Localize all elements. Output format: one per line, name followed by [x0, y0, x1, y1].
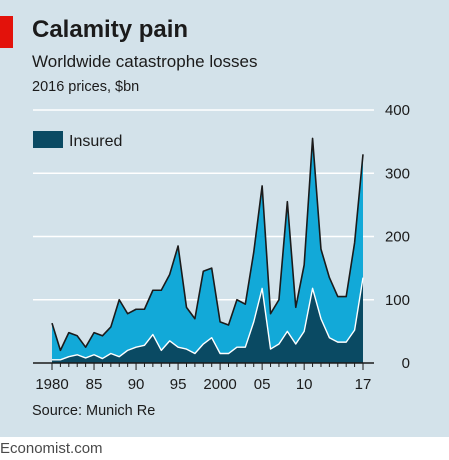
legend-swatch-insured [33, 131, 63, 148]
red-accent-tag [0, 16, 13, 48]
area-overall-line [51, 137, 364, 352]
data-areas [51, 137, 364, 363]
area-chart: Insured 0 100 200 300 400 1980 85 90 95 2000 05 10 1… [33, 102, 410, 393]
y-tick-label-400: 400 [385, 102, 410, 119]
y-tick-label-200: 200 [385, 229, 410, 246]
x-tick-label-2010: 10 [296, 376, 313, 393]
y-tick-label-300: 300 [385, 165, 410, 182]
units-label: 2016 prices, $bn [32, 79, 140, 95]
legend-label-insured: Insured [69, 133, 122, 150]
chart-card: Calamity pain Worldwide catastrophe loss… [0, 0, 449, 437]
chart-title: Calamity pain [32, 16, 189, 43]
x-tick-label-1985: 85 [86, 376, 103, 393]
chart-subtitle: Worldwide catastrophe losses [32, 52, 258, 71]
x-tick-label-2005: 05 [254, 376, 271, 393]
x-tick-label-1980: 1980 [35, 376, 68, 393]
source-note: Source: Munich Re [32, 403, 156, 419]
area-insured [52, 277, 363, 363]
x-tick-label-2000: 2000 [203, 376, 236, 393]
x-tick-label-2017: 17 [355, 376, 372, 393]
area-insured-line [52, 277, 364, 361]
brand-mark: Economist.com [0, 440, 103, 457]
area-overall [52, 138, 363, 363]
y-tick-label-0: 0 [402, 355, 410, 372]
x-tick-label-1995: 95 [170, 376, 187, 393]
y-tick-label-100: 100 [385, 292, 410, 309]
legend: Insured [33, 131, 122, 150]
x-tick-label-1990: 90 [128, 376, 145, 393]
axes: 0 100 200 300 400 1980 85 90 95 2000 05 10 17 [33, 102, 410, 393]
